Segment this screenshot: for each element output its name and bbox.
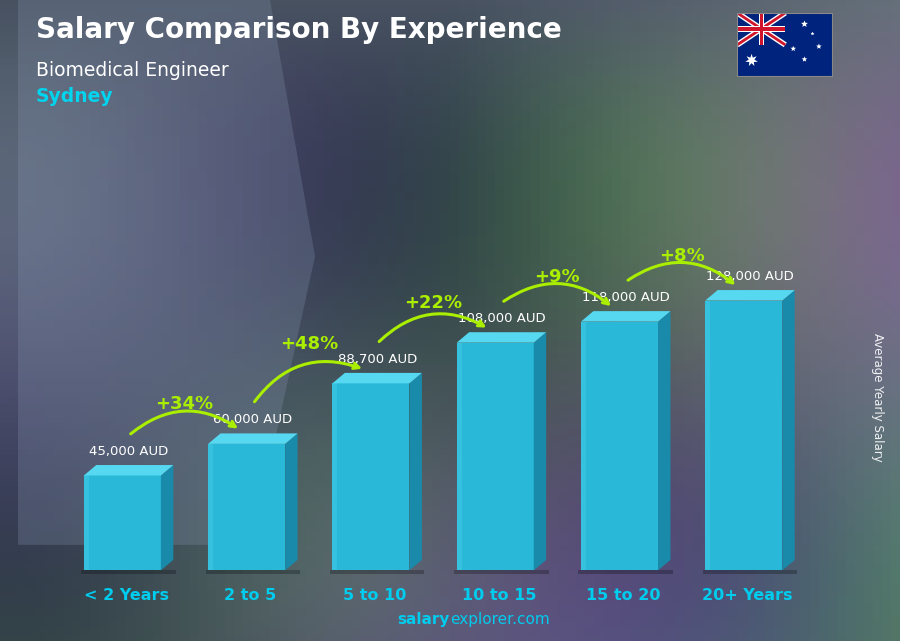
Polygon shape bbox=[782, 290, 795, 570]
Text: 88,700 AUD: 88,700 AUD bbox=[338, 353, 417, 366]
Polygon shape bbox=[208, 444, 285, 570]
Polygon shape bbox=[285, 433, 298, 570]
Text: 20+ Years: 20+ Years bbox=[0, 640, 1, 641]
Bar bbox=[759, 13, 764, 45]
Text: 60,000 AUD: 60,000 AUD bbox=[213, 413, 292, 426]
Text: +8%: +8% bbox=[659, 247, 705, 265]
Polygon shape bbox=[703, 570, 797, 574]
Text: Salary Comparison By Experience: Salary Comparison By Experience bbox=[36, 16, 562, 44]
Polygon shape bbox=[84, 476, 89, 570]
Polygon shape bbox=[208, 444, 213, 570]
Polygon shape bbox=[706, 301, 710, 570]
Text: Biomedical Engineer: Biomedical Engineer bbox=[36, 61, 229, 80]
Text: < 2 Years: < 2 Years bbox=[84, 588, 168, 603]
Text: +9%: +9% bbox=[535, 268, 581, 286]
Polygon shape bbox=[534, 332, 546, 570]
Text: 10 to 15: 10 to 15 bbox=[462, 588, 536, 603]
Polygon shape bbox=[790, 46, 796, 51]
Text: 15 to 20: 15 to 20 bbox=[586, 588, 661, 603]
Text: Sydney: Sydney bbox=[36, 87, 113, 106]
Polygon shape bbox=[658, 311, 670, 570]
Polygon shape bbox=[801, 21, 808, 27]
Polygon shape bbox=[330, 570, 425, 574]
Bar bbox=[737, 27, 785, 31]
Polygon shape bbox=[456, 343, 462, 570]
Polygon shape bbox=[816, 44, 822, 49]
Text: 118,000 AUD: 118,000 AUD bbox=[581, 291, 670, 304]
Polygon shape bbox=[454, 570, 549, 574]
Text: +22%: +22% bbox=[404, 294, 462, 312]
Text: 5 to 10: 5 to 10 bbox=[343, 588, 406, 603]
Polygon shape bbox=[332, 383, 410, 570]
Text: 108,000 AUD: 108,000 AUD bbox=[457, 312, 545, 325]
Polygon shape bbox=[706, 301, 782, 570]
Polygon shape bbox=[205, 570, 300, 574]
Polygon shape bbox=[84, 476, 161, 570]
Polygon shape bbox=[84, 465, 174, 476]
Polygon shape bbox=[456, 332, 546, 343]
Text: 45,000 AUD: 45,000 AUD bbox=[89, 445, 168, 458]
Polygon shape bbox=[581, 311, 670, 322]
Text: 10 to 15: 10 to 15 bbox=[0, 640, 1, 641]
Text: Average Yearly Salary: Average Yearly Salary bbox=[871, 333, 884, 462]
Text: 2 to 5: 2 to 5 bbox=[224, 588, 276, 603]
Polygon shape bbox=[802, 56, 807, 62]
Polygon shape bbox=[579, 570, 673, 574]
Text: 5 to 10: 5 to 10 bbox=[0, 640, 1, 641]
Polygon shape bbox=[706, 290, 795, 301]
Polygon shape bbox=[581, 322, 658, 570]
Polygon shape bbox=[18, 0, 315, 545]
Bar bbox=[760, 13, 763, 45]
Text: salary: salary bbox=[398, 612, 450, 627]
Text: +48%: +48% bbox=[280, 335, 338, 353]
Polygon shape bbox=[581, 322, 586, 570]
Text: explorer.com: explorer.com bbox=[450, 612, 550, 627]
Text: 128,000 AUD: 128,000 AUD bbox=[706, 270, 794, 283]
Text: 2 to 5: 2 to 5 bbox=[0, 640, 1, 641]
Polygon shape bbox=[208, 433, 298, 444]
Polygon shape bbox=[456, 343, 534, 570]
Polygon shape bbox=[811, 31, 814, 35]
Polygon shape bbox=[81, 570, 176, 574]
Polygon shape bbox=[332, 383, 338, 570]
Polygon shape bbox=[161, 465, 174, 570]
Text: 15 to 20: 15 to 20 bbox=[0, 640, 1, 641]
Text: < 2 Years: < 2 Years bbox=[0, 640, 1, 641]
Polygon shape bbox=[410, 373, 422, 570]
Text: +34%: +34% bbox=[156, 395, 213, 413]
Polygon shape bbox=[745, 54, 758, 66]
Text: 20+ Years: 20+ Years bbox=[702, 588, 793, 603]
Polygon shape bbox=[332, 373, 422, 383]
Bar bbox=[737, 26, 785, 32]
